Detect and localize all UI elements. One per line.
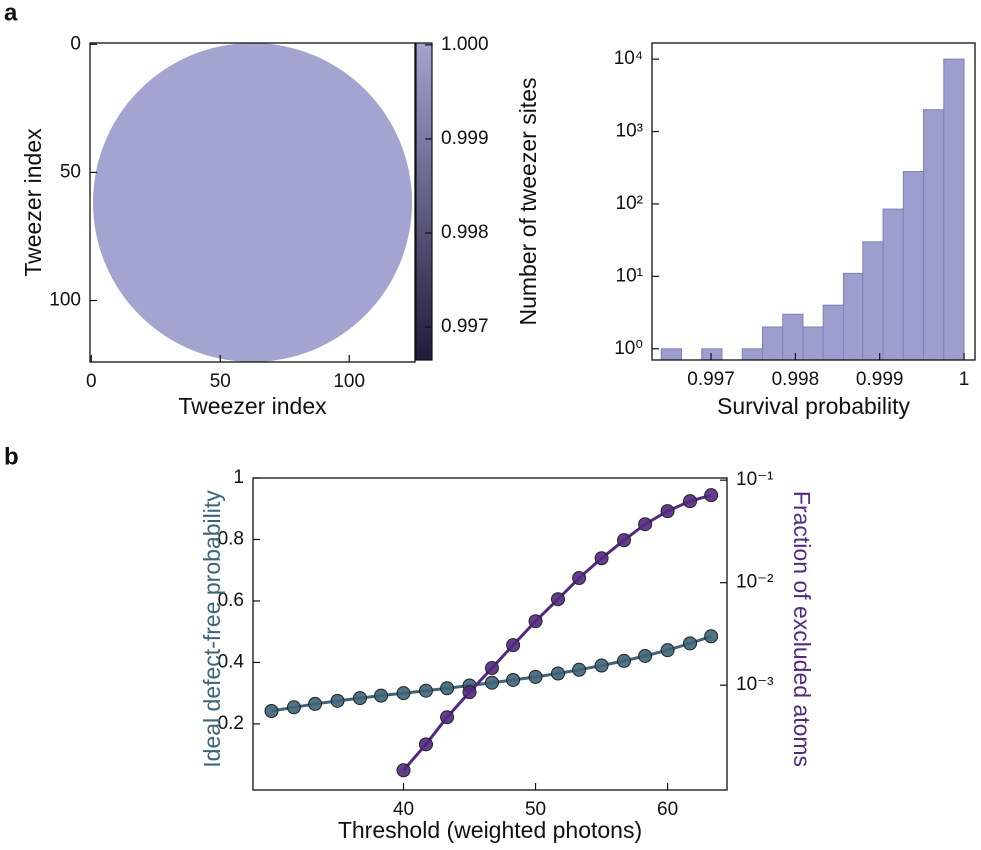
series-point [638, 517, 653, 532]
histogram-bar [882, 208, 904, 361]
series-point [506, 672, 521, 687]
panel-label: a [4, 0, 18, 26]
series-point [374, 688, 389, 703]
y-tick-label: 1 [233, 467, 244, 488]
series-point [660, 504, 675, 519]
y2-axis-label: Fraction of excluded atoms [789, 491, 815, 767]
series-point [594, 551, 609, 566]
series-point [264, 704, 279, 719]
series-point [550, 666, 565, 681]
series-point [638, 648, 653, 663]
series-point [330, 693, 345, 708]
histogram-bar [822, 304, 844, 361]
x-axis-label: Threshold (weighted photons) [338, 817, 642, 843]
histogram-bar [902, 171, 925, 361]
x-tick-label: 1 [959, 369, 970, 390]
panel-label: b [4, 443, 19, 470]
y-tick-label: 10² [616, 193, 643, 214]
colorbar-tick-label: 0.999 [441, 128, 489, 149]
y2-tick-label: 10⁻¹ [736, 469, 774, 490]
series-point [462, 685, 477, 700]
series-point [572, 662, 587, 677]
series-point [594, 658, 609, 673]
series-point [506, 638, 521, 653]
y-axis-label: Ideal defect-free probability [199, 490, 225, 768]
y-tick-label: 10³ [616, 121, 643, 142]
series-point [440, 710, 455, 725]
y-tick-label: 10¹ [616, 265, 643, 286]
histogram-bar [943, 58, 965, 361]
histogram-bar [701, 348, 723, 361]
histogram-bar [842, 272, 864, 361]
plot-frame [89, 42, 416, 363]
x-tick-label: 40 [393, 799, 414, 820]
x-tick-label: 0.999 [856, 369, 904, 390]
x-tick-label: 50 [525, 799, 546, 820]
series-point [528, 669, 543, 684]
series-point [440, 681, 455, 696]
histogram-bar [761, 326, 784, 361]
series-line [402, 493, 712, 772]
x-tick-label: 0.998 [772, 369, 820, 390]
series-point [308, 696, 323, 711]
y-tick-label: 10⁴ [614, 48, 643, 69]
plot-frame [252, 477, 728, 791]
y-tick-label: 50 [60, 161, 81, 182]
y-tick-label: 0.6 [218, 590, 244, 611]
y-axis-label: Number of tweezer sites [515, 78, 541, 326]
series-point [484, 661, 499, 676]
y2-tick-label: 10⁻³ [736, 674, 774, 695]
plot-frame [651, 42, 976, 361]
histogram-bar [923, 109, 945, 361]
x-tick-label: 60 [657, 799, 678, 820]
y-axis-label: Tweezer index [20, 128, 46, 277]
y-tick-label: 0 [70, 33, 81, 54]
series-point [528, 614, 543, 629]
series-point [683, 636, 698, 651]
colorbar-tick-label: 1.000 [441, 34, 489, 55]
colorbar [415, 42, 433, 361]
series-point [286, 700, 301, 715]
x-tick-label: 0.997 [687, 369, 735, 390]
series-point [418, 737, 433, 752]
x-tick-label: 0 [86, 371, 97, 392]
x-tick-label: 100 [333, 371, 365, 392]
histogram-bar [802, 326, 824, 361]
colorbar-tick-label: 0.997 [441, 316, 489, 337]
series-point [683, 494, 698, 509]
y-tick-label: 10⁰ [614, 338, 643, 359]
y-tick-label: 0.8 [218, 528, 244, 549]
colorbar-tick-label: 0.998 [441, 222, 489, 243]
x-tick-label: 50 [210, 371, 231, 392]
y-tick-label: 100 [49, 290, 81, 311]
series-point [550, 592, 565, 607]
histogram-bar [660, 348, 683, 361]
y-tick-label: 0.4 [218, 651, 245, 672]
series-point [704, 488, 719, 503]
series-point [617, 533, 632, 548]
series-point [352, 691, 367, 706]
series-point [572, 571, 587, 586]
x-axis-label: Tweezer index [178, 393, 327, 419]
series-point [484, 675, 499, 690]
tweezer-array [93, 43, 412, 362]
series-point [418, 683, 433, 698]
series-point [704, 629, 719, 644]
x-axis-label: Survival probability [717, 393, 911, 419]
y2-tick-label: 10⁻² [736, 572, 774, 593]
histogram-bar [782, 313, 804, 361]
y-tick-label: 0.2 [218, 713, 244, 734]
series-point [396, 686, 411, 701]
series-point [660, 643, 675, 658]
histogram-bar [862, 241, 884, 361]
histogram-bar [741, 348, 763, 361]
series-point [396, 763, 411, 778]
series-point [617, 653, 632, 668]
